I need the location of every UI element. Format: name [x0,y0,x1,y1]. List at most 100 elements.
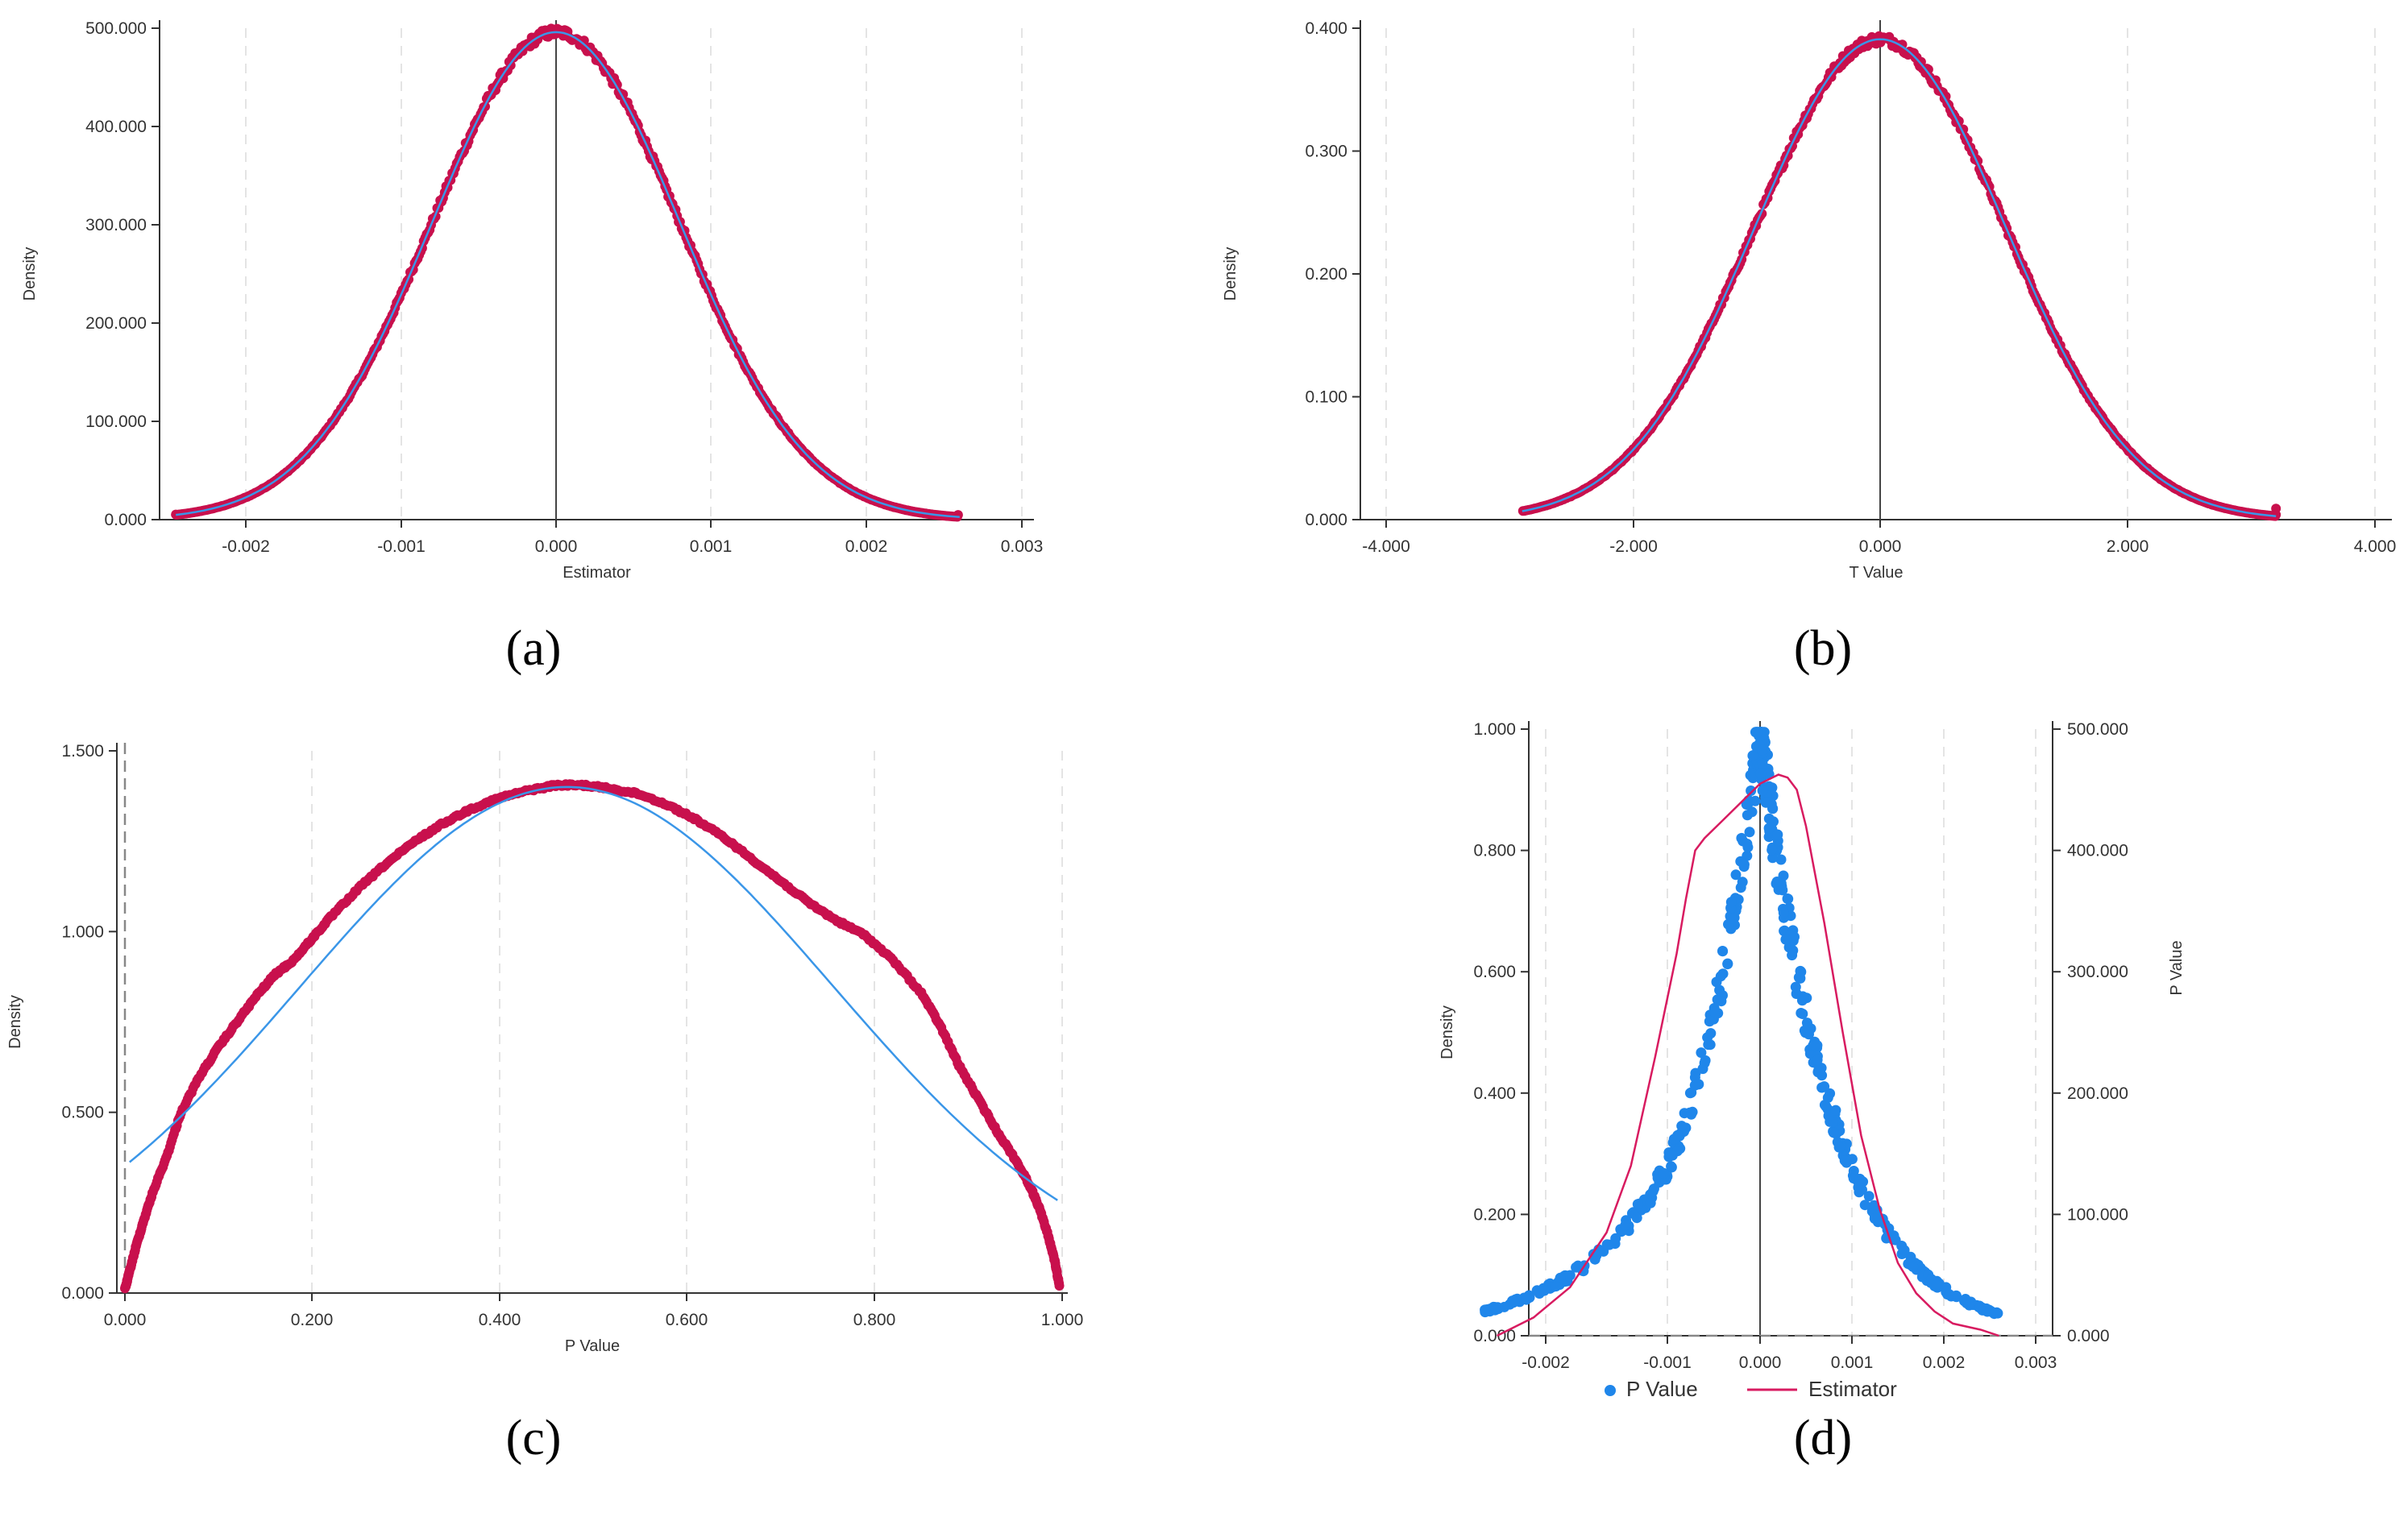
y-tick-label: 0.800 [1473,842,1516,860]
data-point [1944,1289,1955,1300]
data-point [1696,1047,1707,1059]
data-point [1521,1293,1532,1304]
data-point [1666,1162,1677,1173]
y-right-tick-label: 0.000 [2067,1327,2110,1345]
data-point [1869,1213,1880,1225]
x-tick-label: 0.003 [2015,1353,2057,1372]
data-point [953,510,963,520]
data-point [1746,806,1758,818]
data-point [1738,859,1750,870]
y-tick-label: 400.000 [85,118,147,136]
data-point [1767,844,1778,856]
data-point [1797,1009,1808,1019]
x-tick-label: -2.000 [1609,537,1658,556]
chart-panel-d: -0.002 -0.001 0.000 0.001 0.002 0.003 0.000 0.2… [1439,720,2186,1465]
series-points-points [120,779,1065,1294]
data-point [1667,1150,1678,1161]
data-point [1828,1117,1838,1128]
data-point [1555,1272,1566,1283]
x-tick-label: 4.000 [2354,537,2397,556]
chart-panel-b: -4.000 -2.000 0.000 2.000 4.000 0.000 0.100 0.2… [1222,19,2396,676]
x-tick-label: 0.001 [1831,1353,1874,1372]
series-line-normal-fit [1522,38,2277,517]
x-tick-label: 0.000 [1739,1353,1782,1372]
data-point [1757,785,1768,796]
x-tick-label: 0.001 [690,537,733,556]
y-tick-label: 0.300 [1305,143,1347,161]
data-point [1742,839,1753,849]
x-axis-label: P Value [565,1337,620,1355]
y-tick-label: 1.000 [1473,720,1516,739]
data-point [1941,91,1951,102]
x-tick-label: -0.002 [222,537,270,556]
y-axis-label: Density [6,995,24,1049]
data-point [1923,64,1933,75]
data-point [1822,1092,1833,1103]
data-point [1960,1295,1971,1307]
data-point [1722,958,1733,969]
y-tick-label: 200.000 [85,314,147,333]
panel-caption-d: (d) [1794,1411,1852,1465]
y-tick-label: 0.100 [1305,388,1347,407]
data-point [1804,1029,1814,1040]
y-tick-label: 0.400 [1305,19,1347,38]
legend-label-estimator: Estimator [1808,1377,1897,1401]
series-line-normal-fit [129,785,1058,1201]
data-point [1778,907,1789,918]
series-points-points [171,23,963,522]
data-point [1899,1245,1910,1256]
data-point [1737,877,1748,888]
y-tick-label: 1.000 [61,922,104,941]
y-tick-label: 0.500 [61,1104,104,1122]
data-point [1863,1191,1875,1202]
legend: P Value Estimator [1605,1377,1897,1401]
data-point [1757,758,1768,769]
data-point [1551,1281,1562,1292]
legend-label-p-value: P Value [1626,1377,1698,1401]
x-tick-label: 0.002 [1923,1353,1966,1372]
y-axis-right-label: P Value [2168,940,2186,995]
x-axis-label: Estimator [563,564,631,582]
data-point [1755,768,1767,779]
data-point [1752,727,1763,738]
y-right-tick-label: 500.000 [2067,720,2128,739]
data-point [1747,773,1758,784]
data-point [1689,1071,1700,1083]
data-point [1801,1018,1812,1029]
data-point [1730,869,1742,881]
x-tick-label: -4.000 [1362,537,1410,556]
y-tick-label: 0.200 [1305,265,1347,284]
data-point [1775,854,1787,865]
panel-caption-b: (b) [1794,621,1852,676]
y-tick-label: 0.000 [104,511,147,529]
data-point [1659,1167,1670,1179]
data-point [1783,893,1794,905]
y-tick-label: 1.500 [61,742,104,761]
y-axis-label: Density [21,247,39,301]
series-line-normal-fit [176,31,960,518]
x-tick-label: 0.800 [853,1311,896,1329]
data-point [1789,931,1800,943]
y-right-tick-label: 100.000 [2067,1205,2128,1224]
x-tick-label: 2.000 [2107,537,2149,556]
data-point [1704,1039,1716,1051]
data-point [1741,799,1752,810]
data-point [1631,1212,1642,1224]
data-point [1839,1155,1850,1167]
y-right-tick-label: 200.000 [2067,1084,2128,1103]
data-point [1705,1028,1717,1039]
data-point [1509,1296,1520,1307]
x-axis-label: T Value [1849,564,1903,582]
series-points-points [1517,31,2281,521]
x-tick-label: -0.001 [1643,1353,1692,1372]
x-tick-label: 1.000 [1041,1311,1084,1329]
data-point [1538,1285,1550,1296]
y-tick-label: 0.600 [1473,963,1516,981]
y-tick-label: 0.000 [1305,511,1347,529]
data-point [1762,797,1774,807]
data-point [1709,1006,1721,1018]
data-point [1908,1261,1919,1272]
data-point [1716,996,1727,1007]
data-point [1717,946,1728,956]
